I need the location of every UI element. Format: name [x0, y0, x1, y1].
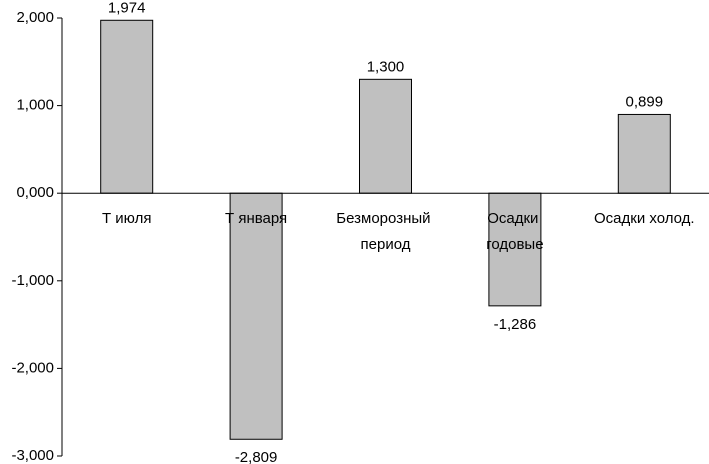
x-tick-label: Т января [225, 210, 287, 227]
y-tick-label: 1,000 [16, 97, 54, 114]
value-label: 0,899 [626, 93, 664, 110]
x-tick-label: Т июля [102, 210, 152, 227]
y-tick-label: 2,000 [16, 9, 54, 26]
value-label: -2,809 [235, 449, 278, 464]
y-tick-label: -2,000 [11, 359, 54, 376]
y-tick-label: -3,000 [11, 447, 54, 464]
y-tick-label: -1,000 [11, 272, 54, 289]
x-tick-label: Безморозный период [336, 210, 434, 253]
value-label: -1,286 [494, 316, 537, 333]
bar [488, 192, 542, 307]
value-label: 1,300 [367, 58, 405, 75]
bar [617, 113, 671, 194]
x-tick-label: Осадки годовые [486, 210, 543, 253]
bar [359, 78, 412, 194]
bar [100, 19, 154, 194]
bar [229, 192, 283, 440]
value-label: 1,974 [108, 0, 146, 16]
x-tick-label: Осадки холод. [594, 210, 695, 227]
y-tick-label: 0,000 [16, 184, 54, 201]
